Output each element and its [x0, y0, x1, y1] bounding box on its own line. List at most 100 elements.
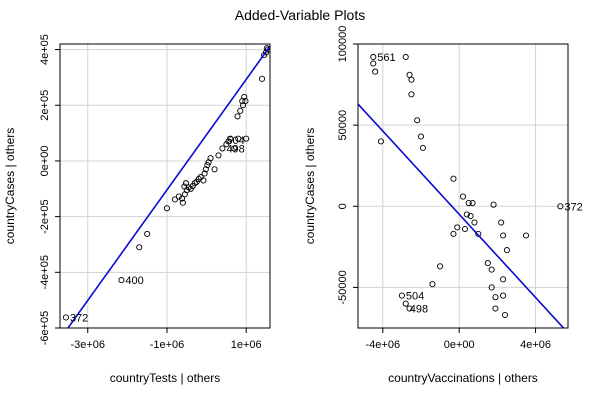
- regression-line: [67, 45, 270, 328]
- points-group: [62, 45, 270, 321]
- data-point: [204, 162, 211, 169]
- data-point: [182, 180, 190, 187]
- x-tick-label: 4e+06: [520, 339, 551, 351]
- data-point: [488, 266, 495, 273]
- point-label: 498: [226, 143, 244, 155]
- data-point: [419, 144, 426, 151]
- data-point: [163, 205, 171, 212]
- data-point: [408, 76, 415, 83]
- data-point: [469, 199, 476, 207]
- x-axis-label: countryVaccinations | others: [388, 371, 538, 385]
- x-tick-label: 1e+06: [231, 339, 262, 351]
- y-axis-label: countryCases | others: [3, 128, 17, 245]
- y-tick-label: 2e+05: [39, 90, 51, 121]
- data-point: [488, 284, 495, 291]
- data-point: [557, 203, 564, 210]
- data-point: [467, 212, 474, 220]
- data-point: [454, 224, 461, 231]
- data-point: [492, 305, 499, 312]
- data-point: [219, 145, 226, 152]
- data-point: [211, 166, 218, 173]
- data-point: [414, 117, 421, 124]
- data-point: [202, 166, 209, 173]
- data-point: [264, 46, 270, 53]
- data-point: [237, 107, 244, 114]
- data-point: [377, 138, 384, 145]
- y-tick-label: -50000: [337, 270, 349, 304]
- data-point: [231, 145, 238, 152]
- data-point: [372, 68, 379, 75]
- y-axis-label: countryCases | others: [303, 128, 317, 245]
- y-tick-label: 0: [337, 203, 349, 209]
- plot-frame: [357, 43, 569, 329]
- y-tick-label: -4e+05: [39, 255, 51, 290]
- x-tick-label: 0e+00: [444, 339, 475, 351]
- x-tick-label: -1e+06: [150, 339, 185, 351]
- data-point: [497, 330, 502, 335]
- data-point: [402, 300, 409, 307]
- point-label: 372: [564, 201, 582, 213]
- data-point: [503, 247, 510, 254]
- data-point: [178, 195, 186, 202]
- data-point: [437, 263, 444, 270]
- x-axis-label: countryTests | others: [110, 371, 221, 385]
- data-point: [417, 133, 425, 140]
- y-tick-label: -6e+05: [39, 311, 51, 346]
- data-point: [241, 93, 248, 100]
- data-point: [171, 196, 178, 203]
- point-label: 400: [125, 275, 143, 287]
- data-point: [490, 201, 497, 208]
- data-point: [259, 75, 266, 82]
- data-point: [243, 135, 250, 142]
- x-tick-label: -4e+06: [366, 339, 401, 351]
- data-point: [207, 155, 214, 162]
- data-point: [500, 232, 507, 239]
- points-group: [370, 53, 564, 335]
- point-label: 561: [377, 52, 395, 64]
- data-point: [471, 219, 478, 226]
- data-point: [450, 230, 457, 237]
- data-point: [463, 211, 470, 218]
- data-point: [227, 135, 234, 142]
- plot-frame: [59, 43, 271, 329]
- data-point: [408, 91, 415, 98]
- data-point: [500, 276, 507, 283]
- data-point: [118, 277, 125, 284]
- data-point: [484, 260, 491, 267]
- data-point: [175, 193, 182, 200]
- data-point: [136, 244, 143, 251]
- data-point: [242, 98, 249, 105]
- data-point: [450, 175, 457, 182]
- data-point: [215, 152, 222, 159]
- data-point: [144, 230, 151, 237]
- point-label: 498: [410, 304, 428, 316]
- data-point: [465, 199, 472, 207]
- data-point: [201, 170, 208, 177]
- data-point: [461, 225, 468, 233]
- data-point: [522, 232, 530, 239]
- data-point: [492, 294, 499, 301]
- data-point: [62, 314, 69, 321]
- data-point: [429, 281, 436, 288]
- y-tick-label: 100000: [337, 26, 349, 63]
- data-point: [370, 53, 377, 61]
- data-point: [234, 113, 241, 120]
- x-tick-label: -3e+06: [70, 339, 105, 351]
- y-tick-label: 4e+05: [39, 34, 51, 65]
- data-point: [406, 305, 413, 312]
- data-point: [181, 183, 188, 190]
- data-point: [200, 177, 207, 184]
- figure-title: Added-Variable Plots: [235, 7, 365, 23]
- regression-line: [358, 103, 565, 328]
- data-point: [500, 292, 507, 299]
- data-point: [398, 292, 405, 299]
- y-tick-label: 0e+00: [39, 145, 51, 176]
- y-tick-label: -2e+05: [39, 199, 51, 234]
- data-point: [459, 193, 467, 200]
- point-label: 504: [406, 291, 424, 303]
- data-point: [402, 53, 409, 61]
